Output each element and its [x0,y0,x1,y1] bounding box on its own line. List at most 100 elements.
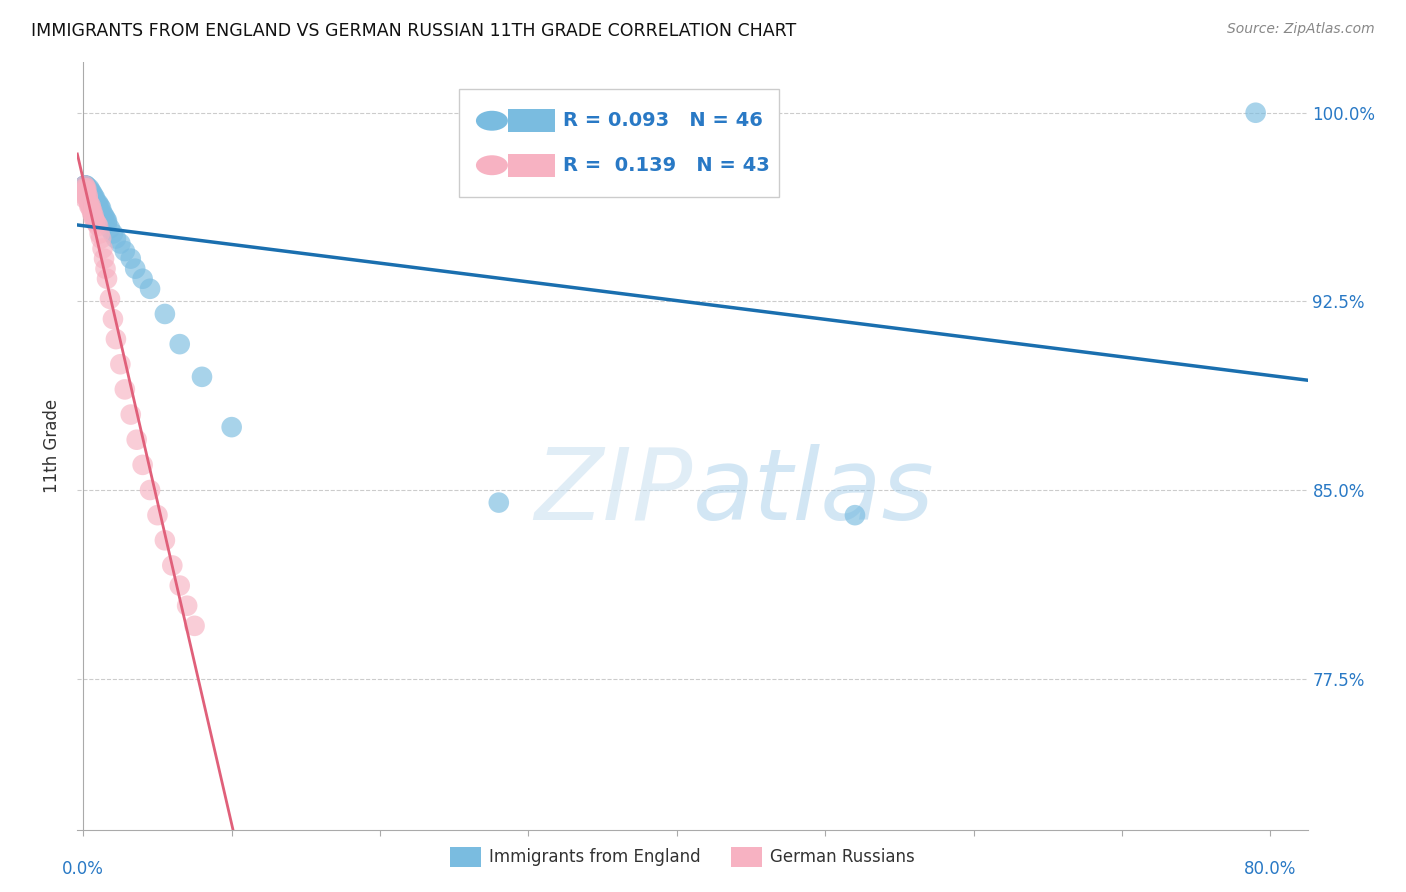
Point [73,191,96,205]
Point [110,357,132,371]
Point [73,184,96,198]
Point [87,199,110,213]
Point [488,495,510,509]
Point [104,332,127,346]
Point [96,214,118,228]
Point [77,199,100,213]
Point [73,178,96,193]
Point [139,483,162,497]
Point [82,188,104,202]
Point [83,209,105,223]
Point [139,282,162,296]
Point [169,337,191,351]
Point [82,206,104,220]
Point [77,184,100,198]
Text: ZIP: ZIP [534,443,693,541]
Point [110,236,132,251]
Point [96,216,118,230]
Text: 80.0%: 80.0% [1244,860,1296,878]
Point [125,433,148,447]
Point [98,221,121,235]
Point [153,533,176,548]
Point [87,219,110,233]
Circle shape [475,155,508,175]
Point [94,211,117,226]
Bar [450,847,481,867]
Point [76,186,98,201]
Text: 0.0%: 0.0% [62,860,104,878]
Point [73,188,96,202]
Point [77,181,100,195]
Point [98,292,121,306]
Point [75,178,97,193]
Point [79,184,101,198]
Point [91,206,114,220]
Point [221,420,243,434]
Point [73,181,96,195]
Point [76,191,98,205]
Point [89,199,111,213]
Point [101,312,124,326]
Point [83,191,105,205]
Point [77,196,100,211]
Point [84,191,107,205]
FancyBboxPatch shape [458,89,779,197]
Bar [731,847,762,867]
Point [104,231,127,245]
Point [101,227,124,241]
Point [176,599,198,613]
Point [124,261,146,276]
Bar [508,109,554,132]
Text: Immigrants from England: Immigrants from England [489,848,702,866]
Point [84,214,107,228]
Bar [508,153,554,177]
Point [73,178,96,193]
Point [146,508,169,523]
Point [73,178,96,193]
Circle shape [475,111,508,131]
Point [93,209,115,223]
Point [75,181,97,195]
Point [120,252,142,266]
Point [79,186,101,201]
Point [82,203,104,218]
Y-axis label: 11th Grade: 11th Grade [44,399,62,493]
Point [1244,105,1267,120]
Point [73,178,96,193]
Point [87,196,110,211]
Text: IMMIGRANTS FROM ENGLAND VS GERMAN RUSSIAN 11TH GRADE CORRELATION CHART: IMMIGRANTS FROM ENGLAND VS GERMAN RUSSIA… [31,22,796,40]
Point [79,199,101,213]
Point [76,184,98,198]
Point [91,242,114,256]
Point [114,244,136,258]
Point [83,188,105,202]
Point [75,178,97,193]
Point [83,211,105,226]
Point [75,186,97,201]
Text: Source: ZipAtlas.com: Source: ZipAtlas.com [1227,22,1375,37]
Point [75,181,97,195]
Text: R =  0.139   N = 43: R = 0.139 N = 43 [564,156,770,175]
Point [169,578,191,592]
Point [153,307,176,321]
Point [131,458,153,472]
Point [131,271,153,285]
Point [86,196,108,211]
Point [79,202,101,216]
Point [73,178,96,193]
Point [82,186,104,201]
Point [162,558,184,573]
Point [96,271,118,285]
Text: German Russians: German Russians [770,848,915,866]
Point [90,202,112,216]
Point [90,231,112,245]
Point [120,408,142,422]
Point [77,186,100,201]
Point [183,619,205,633]
Point [84,194,107,208]
Point [76,188,98,202]
Point [94,261,117,276]
Text: atlas: atlas [693,443,934,541]
Point [114,383,136,397]
Point [86,216,108,230]
